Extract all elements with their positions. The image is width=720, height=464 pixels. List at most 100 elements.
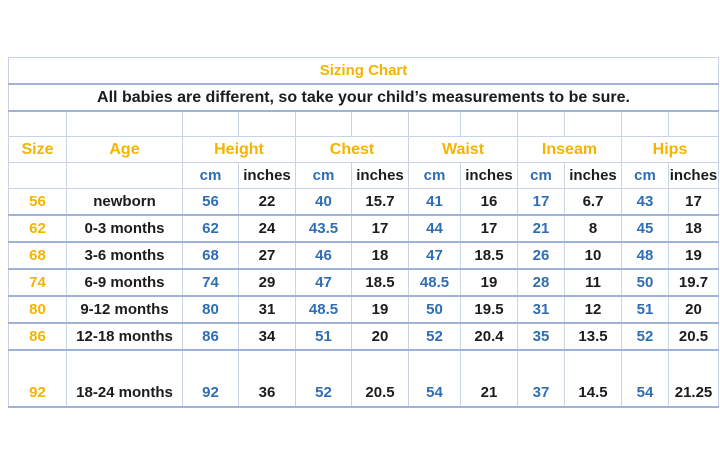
height-inches-header: inches: [238, 162, 296, 189]
hips-cm-cell: 51: [621, 295, 669, 324]
size-cell: 68: [8, 241, 67, 270]
chest-inches-cell: 15.7: [351, 188, 409, 216]
group-header-row: Size Age Height Chest Waist Inseam Hips: [8, 136, 720, 163]
chest-cm-cell: 51: [295, 322, 352, 351]
empty-cell: [667, 110, 720, 137]
hips-cm-cell: 48: [621, 241, 669, 270]
inseam-inches-cell: 12: [564, 295, 622, 324]
inseam-header: Inseam: [517, 136, 622, 163]
spacer-row: [8, 110, 720, 137]
table-row: 74 6-9 months 74 29 47 18.5 48.5 19 28 11 50 19.7: [8, 268, 720, 297]
waist-cm-cell: 50: [408, 295, 461, 324]
waist-inches-cell: 18.5: [460, 241, 518, 270]
height-inches-cell: 29: [238, 268, 296, 297]
empty-cell: [408, 110, 461, 137]
empty-cell: [8, 162, 67, 189]
sizing-table: Sizing Chart All babies are different, s…: [7, 57, 720, 408]
waist-inches-cell: 19.5: [460, 295, 518, 324]
waist-cm-header: cm: [408, 162, 461, 189]
chest-inches-cell: 19: [351, 295, 409, 324]
chest-cm-cell: 47: [295, 268, 352, 297]
age-cell: 0-3 months: [66, 214, 183, 243]
chest-cm-header: cm: [295, 162, 352, 189]
chart-subtitle: All babies are different, so take your c…: [7, 83, 720, 112]
size-cell: 56: [8, 188, 67, 216]
table-row: 86 12-18 months 86 34 51 20 52 20.4 35 13.5 52 20.5: [8, 322, 720, 351]
hips-cm-cell: 52: [621, 322, 669, 351]
hips-inches-header: inches: [667, 162, 720, 189]
chest-inches-cell: 20: [351, 322, 409, 351]
waist-cm-cell: 44: [408, 214, 461, 243]
age-cell: 12-18 months: [66, 322, 183, 351]
chest-header: Chest: [295, 136, 409, 163]
waist-inches-cell: 21: [460, 349, 518, 408]
height-inches-cell: 27: [238, 241, 296, 270]
chest-cm-cell: 40: [295, 188, 352, 216]
inseam-cm-cell: 17: [517, 188, 565, 216]
inseam-inches-cell: 8: [564, 214, 622, 243]
empty-cell: [460, 110, 518, 137]
left-edge: [0, 0, 9, 464]
height-cm-cell: 68: [182, 241, 239, 270]
size-cell: 86: [8, 322, 67, 351]
hips-inches-cell: 20: [667, 295, 720, 324]
chest-inches-cell: 20.5: [351, 349, 409, 408]
empty-cell: [295, 110, 352, 137]
size-cell: 92: [8, 349, 67, 408]
hips-cm-cell: 50: [621, 268, 669, 297]
empty-cell: [66, 110, 183, 137]
age-header: Age: [66, 136, 183, 163]
chest-cm-cell: 46: [295, 241, 352, 270]
height-header: Height: [182, 136, 296, 163]
table-row: 62 0-3 months 62 24 43.5 17 44 17 21 8 45 18: [8, 214, 720, 243]
inseam-inches-cell: 14.5: [564, 349, 622, 408]
height-cm-cell: 62: [182, 214, 239, 243]
hips-inches-cell: 18: [667, 214, 720, 243]
inseam-cm-cell: 35: [517, 322, 565, 351]
hips-header: Hips: [620, 136, 720, 163]
waist-inches-header: inches: [460, 162, 518, 189]
inseam-cm-cell: 26: [517, 241, 565, 270]
sizing-chart: Sizing Chart All babies are different, s…: [7, 57, 720, 408]
size-cell: 80: [8, 295, 67, 324]
waist-inches-cell: 17: [460, 214, 518, 243]
hips-inches-cell: 21.25: [667, 349, 720, 408]
waist-inches-cell: 20.4: [460, 322, 518, 351]
height-cm-cell: 92: [182, 349, 239, 408]
waist-cm-cell: 47: [408, 241, 461, 270]
waist-header: Waist: [408, 136, 518, 163]
inseam-cm-cell: 37: [517, 349, 565, 408]
table-row: 68 3-6 months 68 27 46 18 47 18.5 26 10 48 19: [8, 241, 720, 270]
height-cm-header: cm: [182, 162, 239, 189]
hips-cm-cell: 43: [621, 188, 669, 216]
table-row: 56 newborn 56 22 40 15.7 41 16 17 6.7 43 17: [8, 188, 720, 216]
hips-cm-cell: 45: [621, 214, 669, 243]
size-cell: 74: [8, 268, 67, 297]
waist-cm-cell: 54: [408, 349, 461, 408]
inseam-inches-cell: 10: [564, 241, 622, 270]
inseam-inches-header: inches: [564, 162, 622, 189]
chest-inches-cell: 18: [351, 241, 409, 270]
empty-cell: [66, 162, 183, 189]
age-cell: 18-24 months: [66, 349, 183, 408]
inseam-cm-header: cm: [517, 162, 565, 189]
empty-cell: [182, 110, 239, 137]
hips-inches-cell: 19.7: [667, 268, 720, 297]
height-cm-cell: 56: [182, 188, 239, 216]
height-inches-cell: 36: [238, 349, 296, 408]
table-row: 92 18-24 months 92 36 52 20.5 54 21 37 14.5 54 21.2…: [8, 349, 720, 408]
hips-cm-cell: 54: [621, 349, 669, 408]
height-cm-cell: 80: [182, 295, 239, 324]
size-cell: 62: [8, 214, 67, 243]
inseam-inches-cell: 11: [564, 268, 622, 297]
hips-inches-cell: 20.5: [667, 322, 720, 351]
chest-cm-cell: 52: [295, 349, 352, 408]
waist-cm-cell: 52: [408, 322, 461, 351]
inseam-inches-cell: 13.5: [564, 322, 622, 351]
inseam-cm-cell: 21: [517, 214, 565, 243]
size-header: Size: [8, 136, 67, 163]
inseam-inches-cell: 6.7: [564, 188, 622, 216]
empty-cell: [621, 110, 669, 137]
chest-inches-header: inches: [351, 162, 409, 189]
waist-inches-cell: 16: [460, 188, 518, 216]
